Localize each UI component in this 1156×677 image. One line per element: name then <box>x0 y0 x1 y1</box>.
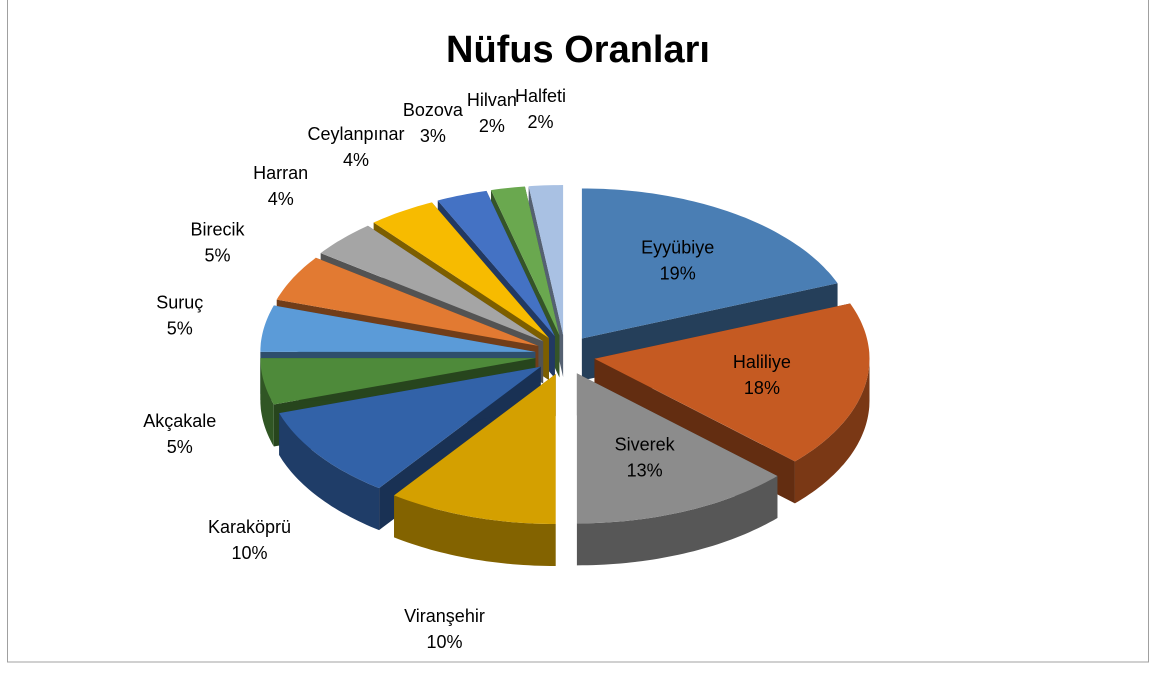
slice-value-label: 2% <box>528 112 554 132</box>
slice-value-label: 13% <box>627 460 663 480</box>
slice-label: Haliliye <box>733 352 791 372</box>
slice-label: Siverek <box>615 434 676 454</box>
pie-slice <box>491 186 560 336</box>
slice-value-label: 5% <box>204 246 230 266</box>
slice-label: Harran <box>253 163 308 183</box>
pie-slice <box>260 305 536 352</box>
slice-label: Karaköprü <box>208 517 291 537</box>
slice-label: Viranşehir <box>404 606 485 626</box>
pie-slice <box>528 185 564 335</box>
chart-title: Nüfus Oranları <box>446 29 710 71</box>
slice-label: Bozova <box>403 100 464 120</box>
slice-value-label: 19% <box>660 263 696 283</box>
slice-side <box>576 476 778 566</box>
slice-side <box>260 358 274 447</box>
slice-value-label: 4% <box>268 189 294 209</box>
pie-slice <box>594 303 870 462</box>
slice-value-label: 3% <box>420 126 446 146</box>
slice-value-label: 10% <box>231 543 267 563</box>
slice-tops <box>260 185 870 524</box>
slice-label: Halfeti <box>515 86 566 106</box>
slice-value-label: 18% <box>744 378 780 398</box>
pie-slice <box>373 202 549 339</box>
pie-slice <box>320 225 544 342</box>
pie-slice <box>581 188 838 339</box>
slice-label: Eyyübiye <box>641 237 714 257</box>
pie-slice <box>437 190 555 337</box>
slice-label: Ceylanpınar <box>307 124 404 144</box>
data-labels: Eyyübiye 19% Haliliye 18% Siverek 13% Viranşeh… <box>143 86 791 652</box>
slice-value-label: 2% <box>479 116 505 136</box>
chart-border <box>7 0 1149 663</box>
slice-value-label: 4% <box>343 150 369 170</box>
slice-side <box>794 358 870 504</box>
slice-label: Hilvan <box>467 90 517 110</box>
slice-value-label: 5% <box>167 318 193 338</box>
slice-label: Akçakale <box>143 411 216 431</box>
pie-slice <box>279 366 541 489</box>
pie-slice <box>576 373 778 524</box>
slice-label: Birecik <box>190 220 245 240</box>
slice-side <box>279 413 380 531</box>
slice-label: Suruç <box>156 292 203 312</box>
slice-value-label: 10% <box>426 632 462 652</box>
pie-slice <box>394 374 556 524</box>
slice-value-label: 5% <box>167 437 193 457</box>
pie-slice <box>276 257 539 346</box>
pie-slice <box>260 358 536 405</box>
slice-side <box>394 495 556 566</box>
